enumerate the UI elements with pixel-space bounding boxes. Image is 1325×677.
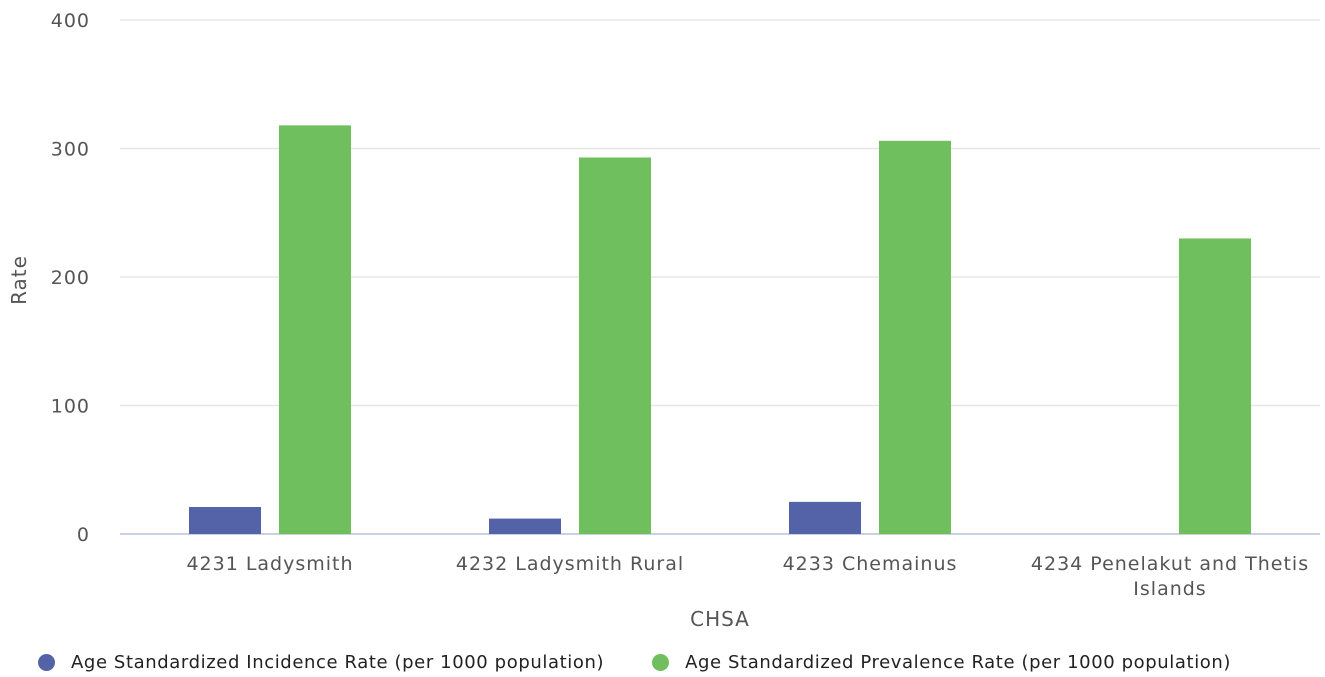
y-tick-label: 100 [51, 396, 90, 418]
x-tick-label: 4232 Ladysmith Rural [456, 553, 684, 575]
y-axis-tick-labels: 0 100 200 300 400 [51, 10, 90, 546]
legend-marker-prevalence [652, 654, 670, 671]
bar-prevalence-1[interactable] [579, 157, 651, 534]
y-tick-label: 400 [51, 10, 90, 32]
x-axis-tick-labels: 4231 Ladysmith 4232 Ladysmith Rural 4233 C… [186, 553, 1309, 600]
bar-chart: 0 100 200 300 400 4231 Ladysmith 4232 Ladysmi… [7, 10, 1320, 631]
y-axis-title: Rate [7, 255, 31, 305]
bars [189, 125, 1251, 535]
x-tick-label: 4231 Ladysmith [186, 553, 353, 575]
bar-prevalence-2[interactable] [879, 140, 951, 535]
legend-label-prevalence: Age Standardized Prevalence Rate (per 10… [685, 652, 1232, 673]
x-tick-label: 4233 Chemainus [783, 553, 958, 575]
bar-incidence-2[interactable] [789, 501, 861, 534]
bar-prevalence-3[interactable] [1179, 238, 1251, 534]
y-tick-label: 300 [51, 139, 90, 161]
legend-marker-incidence [38, 654, 55, 671]
bar-prevalence-0[interactable] [279, 125, 351, 535]
y-tick-label: 0 [77, 524, 90, 546]
legend: Age Standardized Incidence Rate (per 100… [38, 652, 1279, 673]
legend-label-incidence: Age Standardized Incidence Rate (per 100… [71, 652, 605, 673]
x-tick-label: 4234 Penelakut and Thetis Islands [1031, 553, 1309, 600]
bar-incidence-0[interactable] [189, 507, 261, 534]
x-axis-title: CHSA [690, 607, 750, 631]
legend-item-prevalence[interactable]: Age Standardized Prevalence Rate (per 10… [652, 652, 1231, 673]
bar-incidence-1[interactable] [489, 518, 561, 534]
y-tick-label: 200 [51, 267, 90, 289]
legend-item-incidence[interactable]: Age Standardized Incidence Rate (per 100… [38, 652, 604, 673]
